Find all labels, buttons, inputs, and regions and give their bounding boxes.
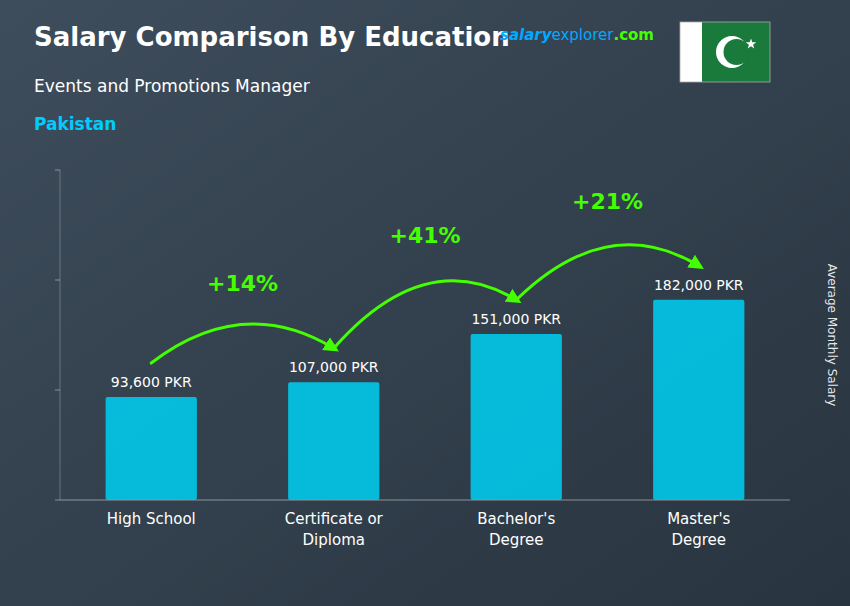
bars [106, 300, 745, 500]
change-label: +41% [389, 223, 460, 248]
change-arrow [334, 281, 517, 348]
x-tick-label-line: Degree [671, 531, 726, 549]
title: Salary Comparison By Education [34, 22, 510, 52]
x-tick-label-line: Diploma [303, 531, 365, 549]
y-tick [55, 280, 60, 281]
data-label: 93,600 PKR [111, 374, 192, 390]
change-label: +14% [207, 271, 278, 296]
x-tick-label: High School [107, 510, 196, 528]
y-tick [55, 390, 60, 391]
watermark-part: salary [500, 26, 553, 44]
flag-crescent-cut [724, 39, 750, 65]
y-tick [55, 500, 60, 501]
change-label: +21% [572, 189, 643, 214]
country: Pakistan [34, 114, 116, 134]
flag-border [680, 22, 770, 82]
data-label: 107,000 PKR [289, 359, 379, 375]
x-tick-label-line: Master's [667, 510, 730, 528]
x-tick-label: Bachelor's Degree [477, 510, 555, 549]
flag [680, 22, 770, 82]
bar [653, 300, 744, 500]
flag-stripe [680, 22, 702, 82]
watermark-part: .com [613, 26, 654, 44]
x-tick-label-line: High School [107, 510, 196, 528]
x-tick-label-line: Degree [489, 531, 544, 549]
watermark: salaryexplorer.com [500, 26, 654, 44]
flag-star [746, 39, 756, 49]
x-tick-label: Certificate or Diploma [285, 510, 384, 549]
background [0, 0, 850, 606]
data-label: 151,000 PKR [471, 311, 561, 327]
bar [106, 397, 197, 500]
change-arrow [151, 324, 334, 363]
data-label: 182,000 PKR [654, 277, 744, 293]
x-tick-label-line: Bachelor's [477, 510, 555, 528]
flag-field [702, 22, 770, 82]
bar [471, 334, 562, 500]
bar [288, 382, 379, 500]
chart: Salary Comparison By Education Events and… [0, 0, 850, 606]
y-axis-label: Average Monthly Salary [825, 264, 839, 407]
watermark-part: explorer [552, 26, 615, 44]
change-arrow [516, 245, 699, 300]
x-tick-label: Master's Degree [667, 510, 730, 549]
y-axis-line [60, 170, 61, 500]
x-tick-label-line: Certificate or [285, 510, 384, 528]
subtitle: Events and Promotions Manager [34, 76, 310, 96]
y-tick [55, 170, 60, 171]
